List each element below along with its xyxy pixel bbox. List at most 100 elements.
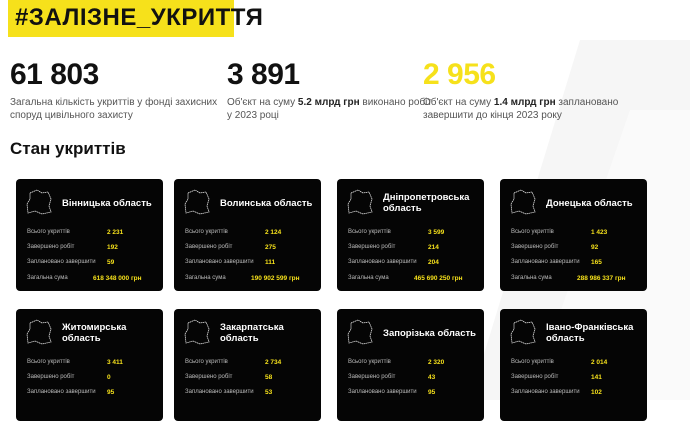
row-value: 204 [428, 259, 439, 266]
region-card[interactable]: Вінницька область Всього укриттів 2 231 Зав… [16, 179, 163, 291]
card-stat-row: Загальна сума 288 986 337 грн [511, 275, 639, 285]
region-map-icon [510, 189, 536, 215]
card-stat-row: Всього укриттів 2 320 [348, 359, 476, 369]
stat-description: Об'єкт на суму 5.2 млрд грн виконано роб… [227, 97, 432, 121]
row-label: Всього укриттів [27, 229, 70, 235]
row-label: Всього укриттів [348, 229, 391, 235]
card-stat-row: Заплановано завершити 165 [511, 259, 639, 269]
row-value: 95 [428, 389, 436, 396]
region-map-icon [347, 319, 373, 345]
page-title-banner: #ЗАЛІЗНЕ_УКРИТТЯ [8, 0, 263, 37]
row-value: 2 734 [265, 359, 282, 366]
row-value: 288 986 337 грн [577, 275, 626, 282]
stat-total-shelters: 61 803 Загальна кількість укриттів у фон… [10, 58, 220, 122]
stat-completed: 3 891 Об'єкт на суму 5.2 млрд грн викона… [227, 58, 437, 122]
row-label: Завершено робіт [27, 244, 75, 250]
card-stat-row: Завершено робіт 43 [348, 374, 476, 384]
row-value: 95 [107, 389, 115, 396]
row-label: Всього укриттів [511, 229, 554, 235]
stat-value: 3 891 [227, 58, 300, 91]
card-stat-row: Завершено робіт 141 [511, 374, 639, 384]
row-label: Завершено робіт [348, 374, 396, 380]
card-stat-row: Загальна сума 465 690 250 грн [348, 275, 476, 285]
row-value: 190 902 599 грн [251, 275, 300, 282]
region-map-icon [510, 319, 536, 345]
card-stat-row: Всього укриттів 3 599 [348, 229, 476, 239]
row-label: Заплановано завершити [511, 259, 580, 265]
card-stat-row: Заплановано завершити 95 [27, 389, 155, 399]
card-stat-row: Завершено робіт 214 [348, 244, 476, 254]
row-value: 214 [428, 244, 439, 251]
row-value: 59 [107, 259, 115, 266]
row-label: Загальна сума [511, 275, 552, 281]
row-value: 165 [591, 259, 602, 266]
row-value: 618 348 000 грн [93, 275, 142, 282]
row-label: Загальна сума [185, 275, 226, 281]
region-map-icon [347, 189, 373, 215]
card-stat-row: Всього укриттів 2 734 [185, 359, 313, 369]
region-name: Волинська область [220, 197, 313, 209]
row-label: Заплановано завершити [185, 259, 254, 265]
row-label: Заплановано завершити [348, 259, 417, 265]
region-map-icon [184, 319, 210, 345]
card-stat-row: Заплановано завершити 102 [511, 389, 639, 399]
card-stat-row: Всього укриттів 3 411 [27, 359, 155, 369]
stat-value: 2 956 [423, 58, 496, 91]
region-card[interactable]: Запорізька область Всього укриттів 2 320 За… [337, 309, 484, 421]
region-name: Вінницька область [62, 197, 152, 209]
region-card[interactable]: Закарпатська область Всього укриттів 2 734… [174, 309, 321, 421]
region-name: Запорізька область [383, 327, 476, 339]
card-stat-row: Заплановано завершити 111 [185, 259, 313, 269]
region-name: Дніпропетровська область [383, 192, 470, 214]
row-value: 2 320 [428, 359, 445, 366]
row-value: 111 [265, 259, 276, 266]
row-label: Всього укриттів [185, 359, 228, 365]
card-stat-row: Всього укриттів 2 124 [185, 229, 313, 239]
card-stat-row: Заплановано завершити 95 [348, 389, 476, 399]
row-value: 0 [107, 374, 111, 381]
row-value: 92 [591, 244, 599, 251]
region-card[interactable]: Дніпропетровська область Всього укриттів 3… [337, 179, 484, 291]
row-value: 275 [265, 244, 276, 251]
stat-planned: 2 956 Об'єкт на суму 1.4 млрд грн заплан… [423, 58, 633, 122]
card-stat-row: Завершено робіт 92 [511, 244, 639, 254]
card-stat-row: Всього укриттів 1 423 [511, 229, 639, 239]
card-stat-row: Заплановано завершити 59 [27, 259, 155, 269]
section-title: Стан укриттів [10, 139, 126, 158]
region-name: Донецька область [546, 197, 633, 209]
card-stat-row: Заплановано завершити 204 [348, 259, 476, 269]
row-value: 2 231 [107, 229, 124, 236]
row-label: Завершено робіт [511, 244, 559, 250]
stat-description: Загальна кількість укриттів у фонді захи… [10, 97, 218, 121]
row-value: 192 [107, 244, 118, 251]
row-label: Завершено робіт [27, 374, 75, 380]
row-value: 3 411 [107, 359, 123, 366]
card-stat-row: Завершено робіт 275 [185, 244, 313, 254]
row-label: Завершено робіт [185, 374, 233, 380]
region-card[interactable]: Івано-Франківська область Всього укриттів… [500, 309, 647, 421]
card-stat-row: Всього укриттів 2 014 [511, 359, 639, 369]
row-value: 2 124 [265, 229, 282, 236]
card-stat-row: Завершено робіт 192 [27, 244, 155, 254]
page-title: #ЗАЛІЗНЕ_УКРИТТЯ [15, 4, 264, 31]
row-value: 141 [591, 374, 602, 381]
stat-description: Об'єкт на суму 1.4 млрд грн заплановано … [423, 97, 619, 121]
region-card[interactable]: Донецька область Всього укриттів 1 423 Заве… [500, 179, 647, 291]
region-map-icon [26, 189, 52, 215]
card-stat-row: Заплановано завершити 53 [185, 389, 313, 399]
row-label: Заплановано завершити [27, 389, 96, 395]
region-card[interactable]: Житомирська область Всього укриттів 3 411 З… [16, 309, 163, 421]
row-label: Всього укриттів [27, 359, 70, 365]
row-label: Заплановано завершити [511, 389, 580, 395]
region-map-icon [26, 319, 52, 345]
region-name: Закарпатська область [220, 322, 284, 344]
row-label: Завершено робіт [511, 374, 559, 380]
row-label: Всього укриттів [511, 359, 554, 365]
row-label: Заплановано завершити [348, 389, 417, 395]
row-value: 58 [265, 374, 273, 381]
row-value: 1 423 [591, 229, 608, 236]
card-stat-row: Загальна сума 190 902 599 грн [185, 275, 313, 285]
row-label: Заплановано завершити [27, 259, 96, 265]
region-card[interactable]: Волинська область Всього укриттів 2 124 Зав… [174, 179, 321, 291]
stat-value: 61 803 [10, 58, 99, 91]
